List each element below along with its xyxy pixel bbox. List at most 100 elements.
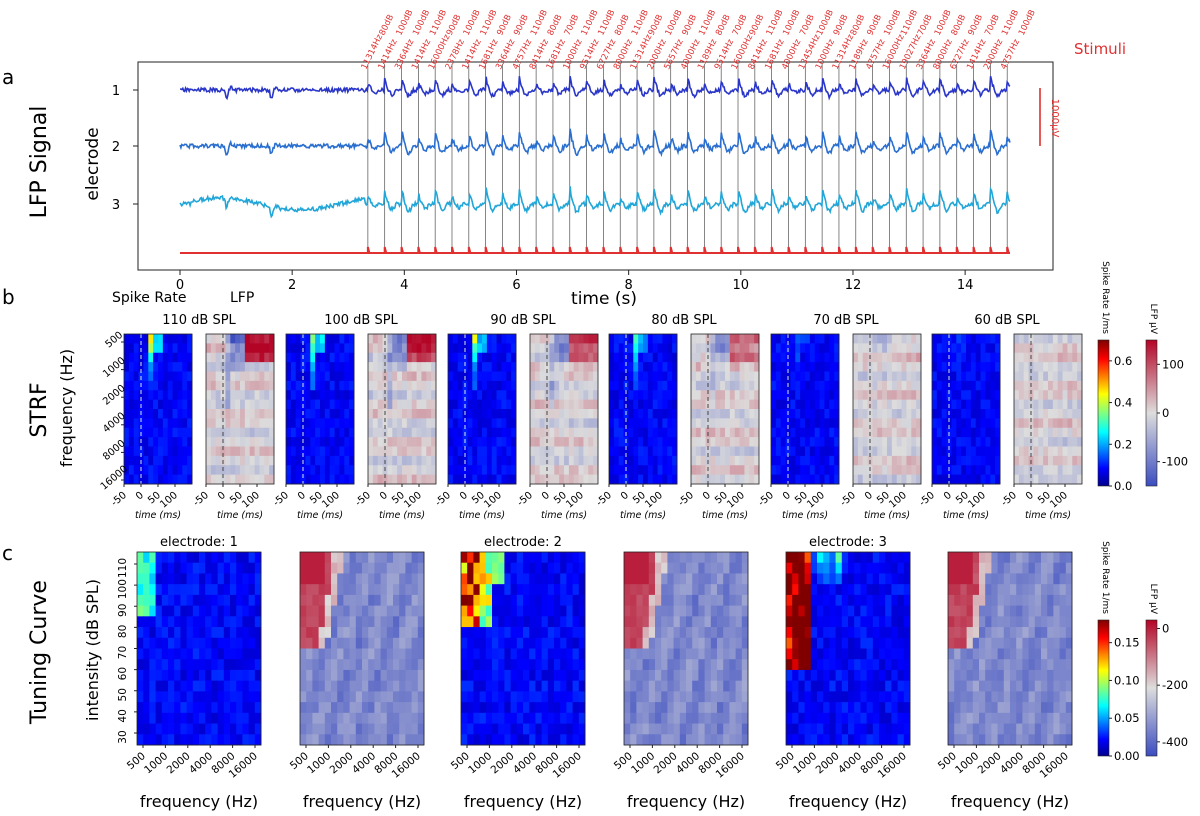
heatmap-cell [286,465,292,476]
heatmap-cell [215,352,221,363]
heatmap-cell [1023,371,1029,382]
heatmap-cell [854,627,861,639]
heatmap-cell [916,409,922,419]
heatmap-cell [211,584,218,596]
tuning-y-tick-label: 60 [117,667,129,680]
heatmap-cell [158,362,164,372]
heatmap-cell [780,465,786,476]
heatmap-cell [804,573,812,585]
heatmap-cell [638,446,644,457]
heatmap-cell [835,680,843,692]
heatmap-cell [215,474,221,485]
heatmap-cell [896,371,902,382]
heatmap-cell [642,573,650,585]
heatmap-cell [305,334,311,344]
strf-x-axis-label: time (ms) [620,510,666,521]
heatmap-cell [872,474,878,485]
heatmap-cell [897,669,905,682]
heatmap-cell [786,552,793,564]
heatmap-cell [448,371,454,382]
heatmap-cell [819,427,825,438]
heatmap-cell [980,427,986,438]
heatmap-cell [961,409,967,419]
heatmap-cell [780,455,786,466]
heatmap-cell [792,712,799,724]
heatmap-cell [426,409,432,419]
heatmap-cell [180,605,187,617]
heatmap-cell [897,637,905,649]
heatmap-cell [990,352,996,363]
heatmap-cell [355,637,363,649]
heatmap-cell [723,637,730,649]
heatmap-cell [300,362,306,372]
heatmap-cell [421,334,427,344]
heatmap-cell [324,616,332,628]
heatmap-cell [729,627,736,639]
heatmap-cell [501,409,507,419]
strf-x-tick-label: -50 [838,490,858,509]
panel-c-letter: c [2,541,13,565]
lfp-trace-electrode-3 [179,186,1011,219]
heatmap-cell [210,446,217,457]
heatmap-cell [547,605,555,617]
heatmap-cell [320,390,326,401]
heatmap-cell [636,723,643,735]
heatmap-cell [1072,474,1078,485]
lfp-x-tick-label: 8 [625,278,633,293]
heatmap-cell [549,399,555,410]
heatmap-cell [848,584,855,596]
heatmap-cell [504,669,511,682]
heatmap-cell [809,409,816,419]
heatmap-cell [377,352,383,363]
heatmap-cell [578,573,586,585]
heatmap-cell [387,399,393,410]
heatmap-cell [1038,418,1044,429]
heatmap-cell [186,616,194,628]
heatmap-cell [535,723,542,735]
heatmap-cell [349,594,357,607]
heatmap-cell [143,455,149,466]
heatmap-cell [810,616,818,628]
heatmap-cell [1022,552,1029,564]
heatmap-cell [961,390,967,401]
heatmap-cell [349,343,355,354]
heatmap-cell [397,446,403,457]
heatmap-cell [775,474,782,485]
heatmap-cell [186,573,194,585]
heatmap-cell [667,552,674,564]
heatmap-cell [725,334,731,344]
heatmap-cell [698,637,705,649]
heatmap-cell [798,552,805,564]
heatmap-cell [187,418,193,429]
heatmap-cell [624,734,631,746]
heatmap-cell [725,474,731,485]
heatmap-cell [1023,362,1029,372]
heatmap-cell [970,437,977,447]
heatmap-cell [804,680,812,692]
heatmap-cell [534,352,541,363]
heatmap-cell [482,380,488,391]
heatmap-cell [368,552,375,564]
heatmap-cell [473,573,480,585]
heatmap-cell [217,552,225,564]
heatmap-cell [647,399,654,410]
heatmap-cell [692,573,699,585]
heatmap-cell [655,552,662,564]
heatmap-cell [402,390,408,401]
heatmap-cell [290,427,297,438]
heatmap-cell [829,648,836,660]
heatmap-cell [970,343,977,354]
heatmap-cell [725,427,731,438]
heatmap-cell [344,409,350,419]
heatmap-cell [148,352,154,363]
heatmap-cell [667,627,674,639]
heatmap-cell [211,659,218,671]
heatmap-cell [374,723,381,735]
stimulus-label-db: 90dB [495,13,514,37]
heatmap-cell [244,455,251,466]
heatmap-cell [300,734,307,746]
heatmap-cell [337,712,344,724]
heatmap-cell [290,465,297,476]
heatmap-cell [739,334,745,344]
heatmap-cell [399,659,406,671]
